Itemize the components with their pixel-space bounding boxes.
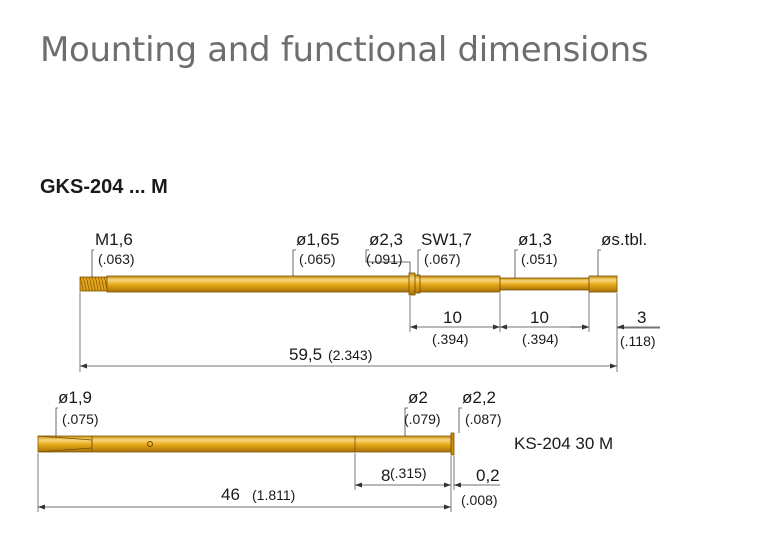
receptacle-dim-1-sub: (.315) <box>390 465 427 481</box>
receptacle-body <box>37 435 452 453</box>
probe-hex <box>414 274 421 294</box>
receptacle-callout-leaders <box>55 407 462 436</box>
probe-dim-1-main: 10 <box>443 308 462 327</box>
probe-total-main: 59,5 <box>289 345 322 364</box>
probe-callout-collar-main: ø2,3 <box>369 230 403 249</box>
receptacle-callout-body-main: ø2 <box>408 388 428 407</box>
receptacle-collar <box>450 432 455 456</box>
receptacle-callout-collar-sub: (.087) <box>465 411 502 427</box>
probe-dim-2-main: 10 <box>530 308 549 327</box>
probe-dim-2-sub: (.394) <box>522 331 559 347</box>
probe-callout-thread-sub: (.063) <box>98 251 135 267</box>
receptacle-dim-2-main: 0,2 <box>476 466 500 485</box>
probe-plunger <box>499 277 590 291</box>
probe-callout-collar-sub: (.091) <box>366 251 403 267</box>
probe-tip <box>588 275 618 293</box>
receptacle-extension-lines <box>37 453 455 512</box>
probe-callout-thread-main: M1,6 <box>95 230 133 249</box>
probe-callout-plunger-sub: (.051) <box>521 251 558 267</box>
probe-callout-tip-main: øs.tbl. <box>601 230 647 249</box>
receptacle-callout-body-sub: (.079) <box>404 411 441 427</box>
probe-callout-plunger-main: ø1,3 <box>518 230 552 249</box>
probe-dim-3-main: 3 <box>637 308 646 327</box>
receptacle-drawing <box>37 432 455 456</box>
receptacle-label: KS-204 30 M <box>514 434 613 453</box>
probe-thread <box>79 276 108 292</box>
receptacle-callout-collar-main: ø2,2 <box>462 388 496 407</box>
receptacle-dim-2-sub: (.008) <box>461 492 498 508</box>
receptacle-total-sub: (1.811) <box>252 487 295 503</box>
receptacle-hole <box>147 441 153 447</box>
receptacle-dim-1-main: 8 <box>381 466 390 485</box>
product-title: GKS-204 ... M <box>40 176 168 198</box>
probe-collar <box>408 272 416 296</box>
page-title: Mounting and functional dimensions <box>40 30 649 70</box>
probe-callout-shaft-sub: (.065) <box>299 251 336 267</box>
probe-callout-hex-main: SW1,7 <box>421 230 472 249</box>
probe-shaft <box>106 275 411 293</box>
receptacle-total-main: 46 <box>221 485 240 504</box>
receptacle-callout-crimp-sub: (.075) <box>62 411 99 427</box>
probe-callout-shaft-main: ø1,65 <box>296 230 339 249</box>
probe-total-sub: (2.343) <box>328 347 372 363</box>
probe-dim-3-sub: (.118) <box>620 333 656 349</box>
probe-callout-hex-sub: (.067) <box>424 251 461 267</box>
receptacle-callout-crimp-main: ø1,9 <box>58 388 92 407</box>
probe-dim-1-sub: (.394) <box>432 331 469 347</box>
probe-barrel <box>419 275 501 293</box>
probe-drawing <box>79 272 618 296</box>
probe-callout-leaders <box>91 249 601 278</box>
